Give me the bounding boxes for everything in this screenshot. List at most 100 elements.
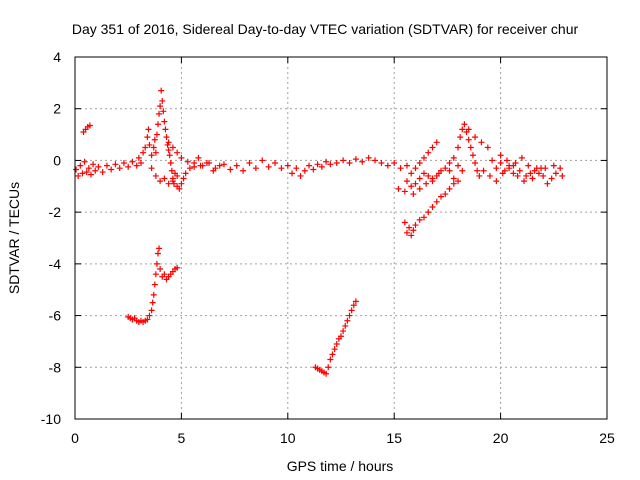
data-point (323, 370, 330, 377)
data-point (86, 122, 93, 129)
data-point (523, 172, 530, 179)
y-tick-label: -8 (49, 359, 62, 375)
data-point (406, 224, 413, 231)
data-point (301, 167, 308, 174)
data-point (157, 178, 164, 185)
data-point (493, 165, 500, 172)
data-point (180, 175, 187, 182)
data-point (529, 175, 536, 182)
x-axis-label: GPS time / hours (287, 458, 394, 474)
data-point (365, 154, 372, 161)
data-point (506, 165, 513, 172)
data-point (391, 160, 398, 167)
data-point (559, 172, 566, 179)
data-point (544, 180, 551, 187)
data-point (542, 165, 549, 172)
data-point (168, 167, 175, 174)
data-point (527, 170, 534, 177)
data-point (420, 214, 427, 221)
data-point (476, 172, 483, 179)
data-point (455, 178, 462, 185)
data-point (169, 178, 176, 185)
data-point (516, 167, 523, 174)
data-point (465, 126, 472, 133)
data-point (401, 188, 408, 195)
data-point (182, 170, 189, 177)
data-point (159, 97, 166, 104)
data-point (459, 167, 466, 174)
data-point (348, 307, 355, 314)
data-point (77, 162, 84, 169)
data-point (438, 193, 445, 200)
data-point (87, 171, 94, 178)
data-point (169, 144, 176, 151)
y-tick-label: 4 (53, 49, 61, 65)
data-point (161, 175, 168, 182)
data-point (420, 170, 427, 177)
y-tick-label: -10 (41, 411, 61, 427)
x-tick-label: 20 (493, 430, 509, 446)
data-point (416, 175, 423, 182)
data-point (125, 163, 132, 170)
data-point (112, 161, 119, 168)
data-point (158, 87, 165, 94)
data-point (329, 351, 336, 358)
data-point (174, 149, 181, 156)
data-point (408, 183, 415, 190)
data-point (540, 172, 547, 179)
data-point (327, 356, 334, 363)
data-point (403, 162, 410, 169)
data-point (474, 167, 481, 174)
data-point (548, 175, 555, 182)
y-tick-label: -4 (49, 256, 62, 272)
data-point (210, 167, 217, 174)
data-point (151, 136, 158, 143)
data-point (252, 165, 259, 172)
data-point (469, 152, 476, 159)
data-point (425, 172, 432, 179)
data-point (73, 166, 80, 173)
data-point (429, 203, 436, 210)
data-point (165, 147, 172, 154)
data-point (550, 162, 557, 169)
data-point (148, 307, 155, 314)
data-point (148, 152, 155, 159)
data-point (146, 141, 153, 148)
data-point (289, 170, 296, 177)
data-point (150, 291, 157, 298)
data-point (521, 178, 528, 185)
data-point (423, 180, 430, 187)
data-point (146, 312, 153, 319)
data-point (359, 158, 366, 165)
data-point (416, 216, 423, 223)
data-point (318, 163, 325, 170)
data-point (497, 160, 504, 167)
data-point (323, 158, 330, 165)
data-point (472, 134, 479, 141)
data-point (342, 322, 349, 329)
data-point (160, 108, 167, 115)
data-point (403, 229, 410, 236)
data-point (340, 328, 347, 335)
data-point (484, 144, 491, 151)
data-point (333, 160, 340, 167)
chart-title: Day 351 of 2016, Sidereal Day-to-day VTE… (72, 21, 579, 37)
data-point (450, 154, 457, 161)
data-point (178, 154, 185, 161)
data-point (461, 121, 468, 128)
data-point (149, 299, 156, 306)
data-point (154, 121, 161, 128)
data-point (333, 341, 340, 348)
data-point (486, 172, 493, 179)
data-point (446, 160, 453, 167)
y-tick-label: -6 (49, 308, 62, 324)
data-point (197, 162, 204, 169)
data-point (455, 162, 462, 169)
data-point (191, 163, 198, 170)
data-point (493, 178, 500, 185)
x-tick-label: 0 (71, 430, 79, 446)
data-point (378, 160, 385, 167)
data-point (435, 170, 442, 177)
data-point (331, 346, 338, 353)
